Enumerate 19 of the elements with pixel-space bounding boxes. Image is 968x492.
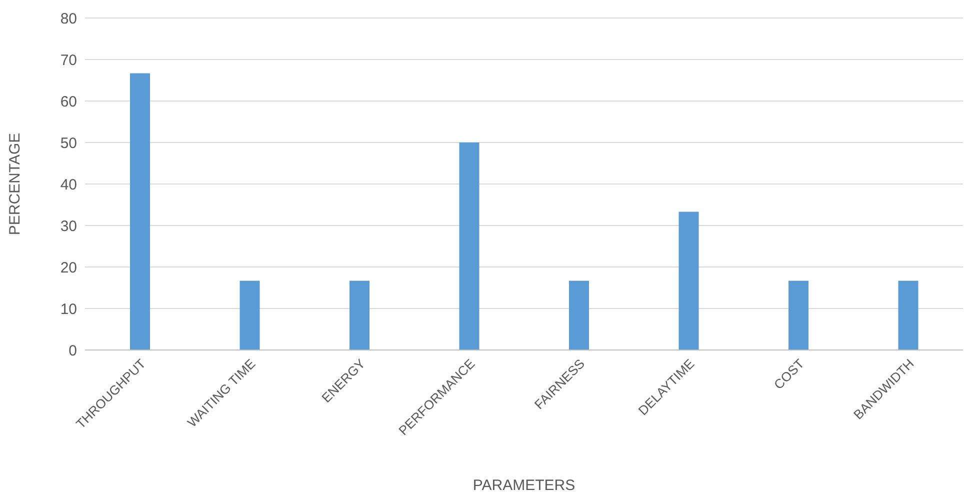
y-tick-label: 60 (60, 93, 77, 110)
y-tick-label: 50 (60, 134, 77, 152)
y-axis-title: PERCENTAGE (6, 132, 24, 236)
y-tick-label: 30 (60, 218, 77, 235)
bar (678, 212, 699, 350)
bar (350, 280, 370, 350)
bar (569, 280, 589, 350)
y-tick-label: 0 (68, 342, 77, 360)
y-tick-label: 70 (60, 52, 77, 69)
bar (898, 280, 918, 350)
bar (459, 142, 480, 350)
bar (788, 280, 808, 350)
y-tick-label: 40 (60, 176, 77, 194)
bar (240, 280, 260, 350)
y-tick-label: 10 (60, 300, 77, 318)
y-tick-label: 20 (60, 259, 77, 276)
x-axis-title: PARAMETERS (472, 477, 576, 492)
y-tick-label: 80 (60, 10, 77, 28)
bar (130, 73, 150, 350)
